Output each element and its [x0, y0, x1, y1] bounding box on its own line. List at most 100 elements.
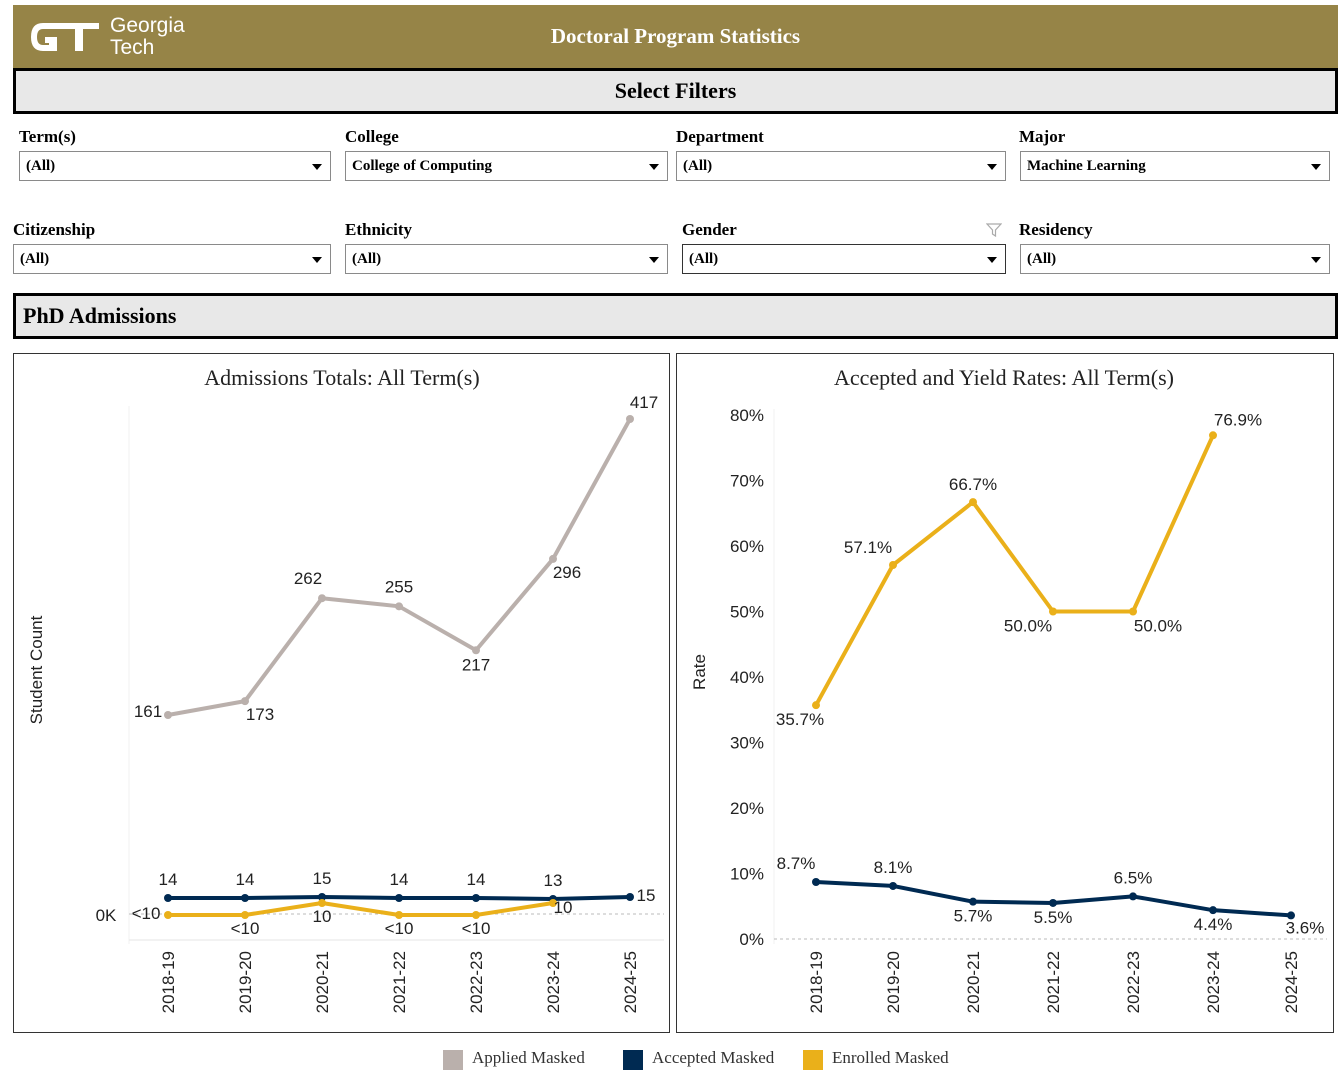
legend-swatch-enrolled [803, 1050, 823, 1070]
data-label-applied-masked: 262 [294, 569, 322, 588]
data-point-enrolled-masked [889, 560, 897, 569]
data-point-enrolled-masked [318, 899, 326, 907]
filter-label-residency: Residency [1019, 220, 1093, 239]
x-tick-label: 2022-23 [467, 951, 486, 1013]
data-label-applied-masked: 255 [385, 577, 413, 596]
legend-label-enrolled: Enrolled Masked [832, 1048, 949, 1067]
data-point-applied-masked [318, 594, 326, 603]
data-point-enrolled-masked [395, 911, 403, 919]
filter-select-college[interactable]: College of Computing [345, 151, 668, 181]
data-label-enrolled-masked: 10 [554, 898, 573, 917]
data-label-accepted-masked: 14 [467, 870, 486, 889]
data-label-enrolled-masked: <10 [132, 904, 161, 923]
y-tick-label: 70% [730, 472, 764, 491]
accepted-yield-rates-chart: Accepted and Yield Rates: All Term(s) Rat… [690, 365, 1327, 1013]
filter-label-citizenship: Citizenship [13, 220, 96, 239]
data-point-accepted-masked [241, 894, 249, 902]
x-tick-label: 2022-23 [1124, 951, 1143, 1013]
filter-funnel-icon[interactable] [986, 223, 1002, 237]
phd-admissions-section-title: PhD Admissions [13, 293, 1338, 339]
data-point-enrolled-masked [549, 899, 557, 907]
x-tick-label: 2019-20 [236, 951, 255, 1013]
data-point-accepted-masked [889, 881, 897, 890]
data-point-accepted-masked [318, 893, 326, 901]
filter-label-college: College [345, 127, 399, 146]
filter-select-terms[interactable]: (All) [19, 151, 331, 181]
filter-select-residency[interactable]: (All) [1020, 244, 1330, 274]
filter-select-gender[interactable]: (All) [682, 244, 1006, 274]
filter-label-department: Department [676, 127, 764, 146]
x-tick-label: 2024-25 [621, 951, 640, 1013]
x-tick-label: 2021-22 [390, 951, 409, 1013]
y-tick-label: 20% [730, 799, 764, 818]
data-point-accepted-masked [812, 878, 820, 887]
data-label-accepted-masked: 5.7% [954, 907, 993, 926]
chart-legend: Applied Masked Accepted Masked Enrolled … [0, 1048, 1343, 1070]
x-tick-label: 2023-24 [1204, 951, 1223, 1013]
data-point-applied-masked [164, 711, 172, 719]
data-point-accepted-masked [1209, 906, 1217, 915]
x-tick-label: 2018-19 [807, 951, 826, 1013]
data-point-accepted-masked [969, 897, 977, 906]
chart-title: Accepted and Yield Rates: All Term(s) [834, 365, 1174, 390]
filter-label-major: Major [1019, 127, 1066, 146]
data-label-applied-masked: 417 [630, 393, 658, 412]
filter-value-gender: (All) [689, 251, 719, 267]
dropdown-arrow-icon [1311, 164, 1321, 170]
gt-monogram-icon [31, 23, 99, 51]
data-label-enrolled-masked: 50.0% [1134, 617, 1182, 636]
x-tick-label: 2021-22 [1044, 951, 1063, 1013]
y-tick-label: 30% [730, 734, 764, 753]
data-label-accepted-masked: 3.6% [1286, 918, 1325, 937]
data-point-accepted-masked [1049, 898, 1057, 907]
legend-label-accepted: Accepted Masked [652, 1048, 775, 1067]
data-point-accepted-masked [626, 893, 634, 901]
filter-label-gender: Gender [682, 220, 737, 239]
georgia-tech-logo[interactable]: Georgia Tech [25, 13, 195, 63]
series-line-enrolled-masked [814, 434, 1215, 707]
admissions-totals-chart: Admissions Totals: All Term(s) Student Co… [27, 365, 664, 1013]
data-label-enrolled-masked: 35.7% [776, 710, 824, 729]
y-tick-label: 50% [730, 603, 764, 622]
admissions-totals-panel: Admissions Totals: All Term(s) Student Co… [13, 353, 670, 1033]
data-point-accepted-masked [472, 894, 480, 902]
data-label-applied-masked: 296 [553, 563, 581, 582]
y-tick-label: 10% [730, 865, 764, 884]
data-label-accepted-masked: 5.5% [1034, 908, 1073, 927]
x-tick-label: 2024-25 [1282, 951, 1301, 1013]
filter-select-ethnicity[interactable]: (All) [345, 244, 668, 274]
data-label-enrolled-masked: 10 [313, 907, 332, 926]
legend-label-applied: Applied Masked [472, 1048, 585, 1067]
x-tick-label: 2023-24 [544, 951, 563, 1013]
y-tick-label: 60% [730, 537, 764, 556]
data-label-accepted-masked: 4.4% [1194, 915, 1233, 934]
filter-select-citizenship[interactable]: (All) [13, 244, 331, 274]
filter-label-ethnicity: Ethnicity [345, 220, 413, 239]
data-label-enrolled-masked: 76.9% [1214, 410, 1262, 429]
dropdown-arrow-icon [312, 164, 322, 170]
data-point-accepted-masked [164, 894, 172, 902]
dropdown-arrow-icon [987, 257, 997, 263]
data-label-enrolled-masked: <10 [385, 919, 414, 938]
filter-value-citizenship: (All) [20, 251, 50, 267]
y-tick-label: 0K [96, 906, 117, 925]
data-label-accepted-masked: 8.1% [874, 858, 913, 877]
series-line-enrolled-masked [168, 901, 554, 917]
chart-title: Admissions Totals: All Term(s) [204, 365, 479, 390]
filter-select-department[interactable]: (All) [676, 151, 1006, 181]
data-label-accepted-masked: 8.7% [777, 854, 816, 873]
data-point-applied-masked [472, 646, 480, 655]
y-tick-label: 0% [739, 930, 764, 949]
filter-value-department: (All) [683, 158, 713, 174]
data-point-enrolled-masked [969, 498, 977, 507]
data-label-accepted-masked: 13 [544, 871, 563, 890]
filter-value-terms: (All) [26, 158, 56, 174]
data-label-accepted-masked: 15 [313, 869, 332, 888]
page-title: Doctoral Program Statistics [550, 24, 801, 48]
filter-select-major[interactable]: Machine Learning [1020, 151, 1330, 181]
data-label-accepted-masked: 15 [637, 886, 656, 905]
y-axis-label: Rate [690, 654, 709, 690]
data-point-applied-masked [549, 554, 557, 563]
data-point-applied-masked [241, 697, 249, 706]
data-label-applied-masked: 161 [134, 702, 162, 721]
